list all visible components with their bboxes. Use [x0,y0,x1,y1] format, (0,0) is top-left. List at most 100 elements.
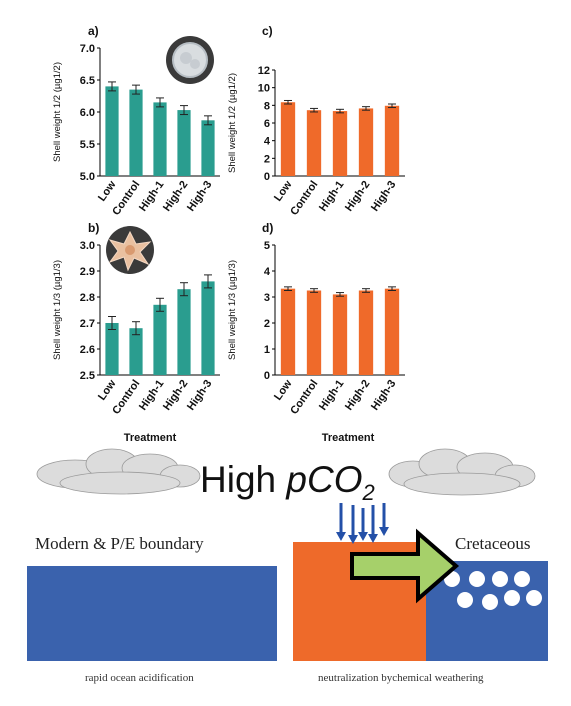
y-tick-label: 0 [264,370,270,382]
high-pco2-headline: High pCO2 [200,459,375,505]
left-scenario-title: Modern & P/E boundary [35,534,204,553]
category-label: High-2 [343,378,372,413]
carbonate-particle [482,594,498,610]
y-tick-label: 5.5 [80,139,95,151]
category-label: Low [272,377,295,402]
bar [201,281,215,375]
category-label: Low [272,178,295,203]
shell-chamber [190,59,200,69]
bar [153,304,167,375]
y-tick-label: 10 [258,83,270,95]
category-label: High-2 [343,179,372,214]
y-tick-label: 12 [258,65,270,77]
down-arrow-head-icon [368,534,378,543]
shell-center [125,245,135,255]
left-caption: rapid ocean acidification [85,672,194,684]
bar [201,120,215,176]
panel-label: b) [88,221,99,235]
y-tick-label: 2.7 [80,318,95,330]
bar [105,86,119,176]
shell-photo-b-icon [106,226,154,274]
y-axis-label: Shell weight 1/3 (µg1/3) [227,260,238,360]
co2-input-arrows [336,503,389,544]
bar [358,290,374,375]
left-ocean-block [27,566,277,661]
category-label: Control [288,378,320,417]
y-tick-label: 2.8 [80,292,95,304]
right-caption: neutralization bychemical weathering [318,672,484,684]
y-tick-label: 2 [264,153,270,165]
y-tick-label: 2.6 [80,344,95,356]
shell-photo-a-icon [166,36,214,84]
carbonate-particle [526,590,542,606]
y-axis-label: Shell weight 1/2 (µg1/2) [52,62,63,162]
bar [280,102,296,176]
bar [153,102,167,176]
category-label: Control [288,179,320,218]
bar [280,288,296,375]
right-scenario-title: Cretaceous [455,534,531,553]
down-arrow-head-icon [348,535,358,544]
bar [332,111,348,176]
y-tick-label: 2.9 [80,266,95,278]
cloud-left-icon [36,448,201,495]
y-tick-label: 6.0 [80,107,95,119]
panel-label: a) [88,24,99,38]
category-label: Low [96,178,119,203]
down-arrow-head-icon [336,532,346,541]
carbonate-particle [469,571,485,587]
bar [384,288,400,375]
down-arrow-head-icon [379,527,389,536]
category-label: High-3 [369,179,398,214]
category-label: High-3 [185,378,214,413]
y-tick-label: 3 [264,292,270,304]
y-tick-label: 4 [264,266,271,278]
category-label: High-3 [185,179,214,214]
bar [105,323,119,375]
x-axis-label: Treatment [124,432,177,444]
chart-c: c) 0 2 4 6 8 10 12 Shell weight 1/2 (µg1/2) LowCo… [227,24,405,218]
category-label: High-3 [369,378,398,413]
carbonate-particle [457,592,473,608]
y-tick-label: 1 [264,344,270,356]
y-tick-label: 2.5 [80,370,95,382]
down-arrow-head-icon [358,532,368,541]
y-tick-label: 5.0 [80,171,95,183]
right-arrow-icon [350,528,460,604]
bar [177,289,191,375]
y-axis-label: Shell weight 1/2 (µg1/2) [227,73,238,173]
bar [384,105,400,176]
shell-chamber [180,52,192,64]
y-tick-label: 6.5 [80,75,95,87]
bar [129,89,143,176]
chart-d: d) 0 1 2 3 4 5 Shell weight 1/3 (µg1/3) LowContr… [227,221,405,444]
bar [358,108,374,176]
y-tick-label: 7.0 [80,43,95,55]
carbonate-particle [514,571,530,587]
bar [332,294,348,375]
bar [129,328,143,375]
panel-label: d) [262,221,273,235]
y-axis-label: Shell weight 1/3 (µg1/3) [52,260,63,360]
carbonate-particle [504,590,520,606]
y-tick-label: 6 [264,118,270,130]
y-tick-label: 5 [264,240,270,252]
category-label: High-1 [317,378,346,413]
bar [177,110,191,176]
category-label: High-1 [317,179,346,214]
y-tick-label: 0 [264,171,270,183]
y-tick-label: 3.0 [80,240,95,252]
bar-charts: a) 5.0 5.5 6.0 6.5 7.0 Shell weight 1/2 (µg1/2… [52,24,405,444]
carbonate-particle [492,571,508,587]
y-tick-label: 4 [264,136,271,148]
bar [306,110,322,176]
panel-label: c) [262,24,273,38]
ocean-diagram: High pCO2 Modern & P/E boundary rapid oc… [27,448,548,684]
cloud-right-icon [388,448,536,496]
y-tick-label: 2 [264,318,270,330]
y-tick-label: 8 [264,100,270,112]
category-label: Low [96,377,119,402]
x-axis-label: Treatment [322,432,375,444]
bar [306,290,322,375]
